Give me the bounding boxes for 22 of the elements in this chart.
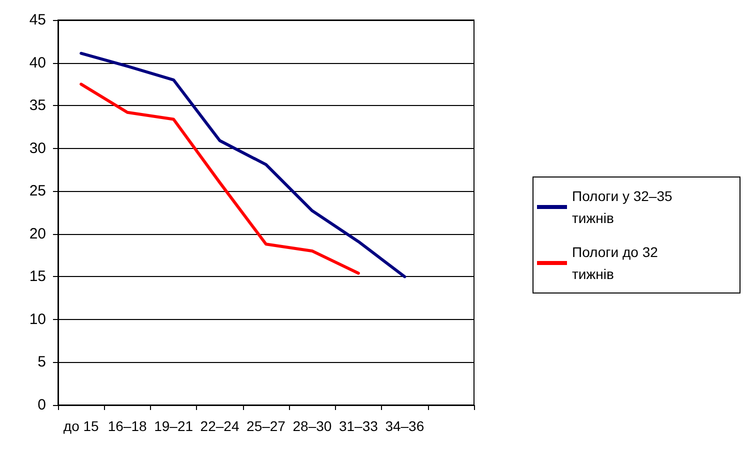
x-tick-label: до 15 — [63, 418, 100, 434]
y-tick-label: 10 — [29, 310, 46, 328]
y-tick-label: 30 — [29, 140, 46, 157]
x-tick-label: 25–27 — [246, 418, 286, 434]
y-tick-label: 45 — [29, 12, 46, 28]
y-tick-label: 35 — [29, 97, 46, 114]
y-tick-label: 15 — [29, 268, 46, 286]
legend-label: Пологи до 32 тижнів — [572, 244, 662, 282]
legend-label: Пологи у 32–35 тижнів — [572, 188, 676, 226]
x-tick-label: 28–30 — [292, 418, 332, 434]
line-series — [80, 82, 360, 275]
x-tick-label: 34–36 — [385, 418, 424, 434]
x-tick-label: 31–33 — [338, 418, 378, 434]
y-tick-label: 20 — [29, 225, 46, 242]
x-tick-label: 22–24 — [200, 418, 240, 434]
y-tick-label: 25 — [29, 182, 46, 200]
y-tick-label: 5 — [38, 354, 46, 371]
x-tick-label: 16–18 — [108, 418, 148, 434]
line-series — [80, 52, 406, 278]
y-tick-label: 0 — [38, 396, 46, 414]
y-tick-label: 40 — [29, 54, 46, 72]
x-tick-label: 19–21 — [154, 418, 194, 434]
